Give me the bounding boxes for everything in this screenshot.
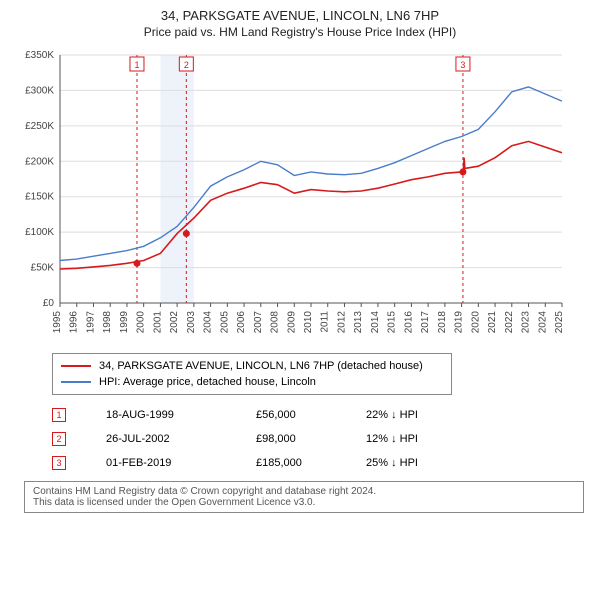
svg-text:2017: 2017	[420, 311, 431, 334]
svg-text:2010: 2010	[303, 311, 314, 334]
svg-text:2018: 2018	[437, 311, 448, 334]
svg-text:2009: 2009	[286, 311, 297, 334]
event-price: £185,000	[256, 457, 366, 469]
svg-text:1996: 1996	[69, 311, 80, 334]
legend-swatch	[61, 365, 91, 367]
svg-text:2025: 2025	[554, 311, 565, 334]
footer-line-2: This data is licensed under the Open Gov…	[33, 497, 575, 508]
svg-text:2011: 2011	[320, 311, 331, 333]
svg-text:2016: 2016	[403, 311, 414, 334]
svg-text:£150K: £150K	[25, 192, 54, 203]
svg-text:2004: 2004	[203, 311, 214, 334]
svg-text:£300K: £300K	[25, 85, 54, 96]
svg-text:2012: 2012	[336, 311, 347, 334]
event-date: 18-AUG-1999	[106, 409, 256, 421]
legend-row: HPI: Average price, detached house, Linc…	[61, 374, 443, 390]
title-main: 34, PARKSGATE AVENUE, LINCOLN, LN6 7HP	[12, 8, 588, 23]
svg-text:2015: 2015	[387, 311, 398, 334]
svg-text:£250K: £250K	[25, 121, 54, 132]
svg-text:£100K: £100K	[25, 227, 54, 238]
svg-text:1998: 1998	[102, 311, 113, 334]
svg-text:2022: 2022	[504, 311, 515, 334]
svg-text:2006: 2006	[236, 311, 247, 334]
legend-row: 34, PARKSGATE AVENUE, LINCOLN, LN6 7HP (…	[61, 358, 443, 374]
svg-text:2: 2	[184, 60, 189, 70]
svg-text:1: 1	[134, 60, 139, 70]
svg-text:2019: 2019	[454, 311, 465, 334]
svg-text:2021: 2021	[487, 311, 498, 334]
footer: Contains HM Land Registry data © Crown c…	[24, 481, 584, 513]
event-price: £98,000	[256, 433, 366, 445]
legend-swatch	[61, 381, 91, 383]
chart: £0 £50K £100K £150K £200K £250K £300K £350K 1995…	[12, 45, 588, 345]
event-row: 2 26-JUL-2002£98,00012% ↓ HPI	[52, 427, 588, 451]
svg-text:2005: 2005	[219, 311, 230, 334]
legend-label: HPI: Average price, detached house, Linc…	[99, 376, 316, 388]
chart-container: 34, PARKSGATE AVENUE, LINCOLN, LN6 7HP P…	[0, 0, 600, 521]
svg-text:2014: 2014	[370, 311, 381, 334]
svg-text:1995: 1995	[52, 311, 63, 334]
event-row: 1 18-AUG-1999£56,00022% ↓ HPI	[52, 403, 588, 427]
event-delta: 12% ↓ HPI	[366, 433, 476, 445]
event-row: 3 01-FEB-2019£185,00025% ↓ HPI	[52, 451, 588, 475]
svg-text:2007: 2007	[253, 311, 264, 334]
svg-text:2013: 2013	[353, 311, 364, 334]
event-date: 01-FEB-2019	[106, 457, 256, 469]
svg-text:2002: 2002	[169, 311, 180, 334]
svg-text:2020: 2020	[470, 311, 481, 334]
events-table: 1 18-AUG-1999£56,00022% ↓ HPI 2 26-JUL-2002…	[52, 403, 588, 475]
event-delta: 25% ↓ HPI	[366, 457, 476, 469]
event-price: £56,000	[256, 409, 366, 421]
event-marker: 2	[52, 432, 66, 446]
svg-text:3: 3	[460, 60, 465, 70]
svg-text:£0: £0	[43, 298, 55, 309]
svg-text:1997: 1997	[85, 311, 96, 334]
svg-text:1999: 1999	[119, 311, 130, 334]
svg-text:£200K: £200K	[25, 156, 54, 167]
event-delta: 22% ↓ HPI	[366, 409, 476, 421]
svg-text:2008: 2008	[270, 311, 281, 334]
svg-text:£350K: £350K	[25, 50, 54, 61]
svg-text:2001: 2001	[152, 311, 163, 334]
footer-line-1: Contains HM Land Registry data © Crown c…	[33, 486, 575, 497]
svg-text:2023: 2023	[521, 311, 532, 334]
svg-text:2000: 2000	[136, 311, 147, 334]
title-sub: Price paid vs. HM Land Registry's House …	[12, 25, 588, 39]
svg-text:2024: 2024	[537, 311, 548, 334]
legend: 34, PARKSGATE AVENUE, LINCOLN, LN6 7HP (…	[52, 353, 452, 395]
event-marker: 1	[52, 408, 66, 422]
svg-text:£50K: £50K	[31, 263, 55, 274]
event-marker: 3	[52, 456, 66, 470]
legend-label: 34, PARKSGATE AVENUE, LINCOLN, LN6 7HP (…	[99, 360, 423, 372]
svg-text:2003: 2003	[186, 311, 197, 334]
chart-svg: £0 £50K £100K £150K £200K £250K £300K £350K 1995…	[12, 45, 572, 345]
title-block: 34, PARKSGATE AVENUE, LINCOLN, LN6 7HP P…	[12, 8, 588, 39]
event-date: 26-JUL-2002	[106, 433, 256, 445]
